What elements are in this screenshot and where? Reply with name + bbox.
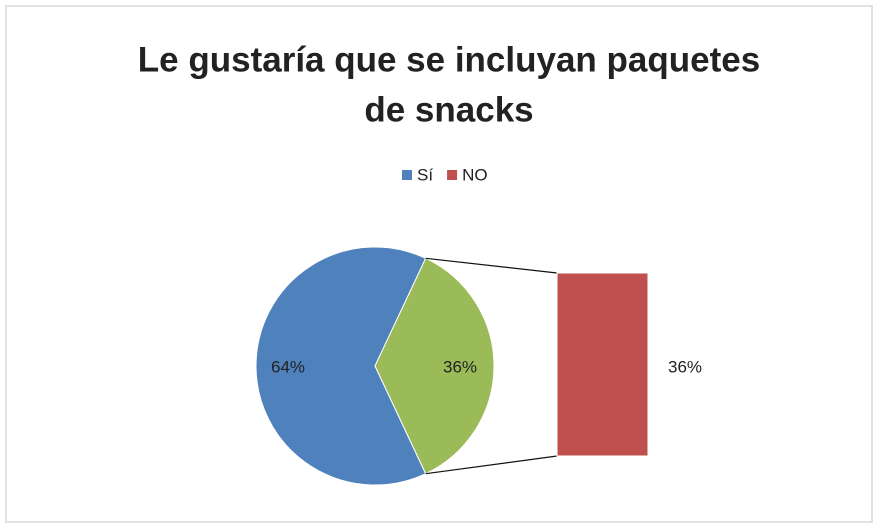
pie-slice — [374, 257, 495, 475]
chart-title: Le gustaría que se incluyan paquetes — [138, 40, 760, 79]
bar — [556, 272, 649, 457]
legend-swatch — [447, 170, 458, 180]
data-label: 36% — [668, 357, 702, 376]
pie-slice — [255, 246, 427, 486]
data-label: 64% — [271, 357, 305, 376]
connector — [425, 455, 558, 475]
data-label: 36% — [443, 357, 477, 376]
connector — [425, 257, 558, 274]
legend-swatch — [402, 170, 412, 180]
chart-title: de snacks — [364, 90, 533, 129]
legend-label: NO — [462, 165, 488, 184]
legend-label: Sí — [417, 165, 433, 184]
